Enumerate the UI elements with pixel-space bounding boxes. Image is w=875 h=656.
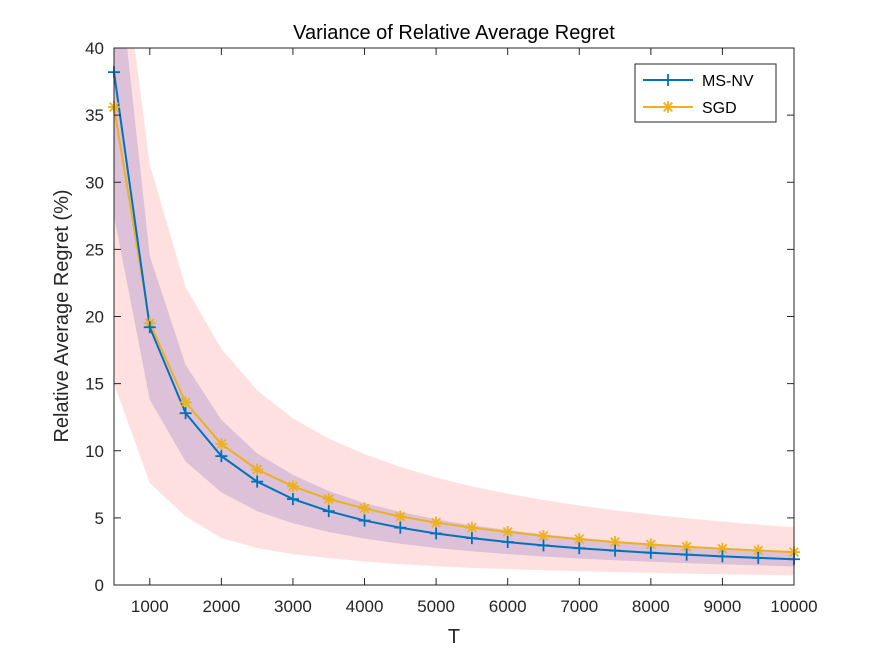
y-axis-label: Relative Average Regret (%) (51, 189, 73, 442)
x-tick-label: 9000 (704, 597, 742, 616)
point-ms-nv-1000 (143, 321, 156, 334)
point-sgd-2000 (215, 438, 228, 451)
y-tick-label: 0 (95, 576, 104, 595)
x-tick-label: 3000 (274, 597, 312, 616)
point-ms-nv-1500 (179, 407, 192, 420)
point-ms-nv-7000 (573, 542, 586, 555)
point-sgd-5000 (430, 516, 443, 529)
legend-entry-sgd: SGD (643, 100, 737, 117)
point-ms-nv-9500 (752, 551, 765, 564)
point-ms-nv-7500 (609, 544, 622, 557)
point-ms-nv-8500 (680, 548, 693, 561)
legend-label: MS-NV (702, 73, 754, 90)
x-tick-label: 5000 (417, 597, 455, 616)
legend-marker-ms-nv (662, 74, 674, 86)
point-ms-nv-8000 (644, 546, 657, 559)
legend-marker-sgd (662, 101, 674, 113)
y-tick-label: 10 (85, 442, 104, 461)
x-axis-label: T (448, 626, 460, 648)
point-ms-nv-5500 (465, 532, 478, 545)
y-tick-label: 35 (85, 106, 104, 125)
chart-title: Variance of Relative Average Regret (293, 22, 615, 44)
point-ms-nv-5000 (430, 527, 443, 540)
y-tick-label: 15 (85, 375, 104, 394)
point-ms-nv-4500 (394, 521, 407, 534)
band-sgd (114, 48, 794, 576)
x-tick-label: 1000 (131, 597, 169, 616)
point-ms-nv-3000 (286, 493, 299, 506)
point-sgd-8500 (680, 540, 693, 553)
point-sgd-5500 (465, 521, 478, 534)
point-ms-nv-9000 (716, 550, 729, 563)
point-sgd-1500 (179, 396, 192, 409)
point-sgd-4000 (358, 502, 371, 515)
y-tick-label: 5 (95, 509, 104, 528)
point-sgd-7000 (573, 533, 586, 546)
point-ms-nv-4000 (358, 514, 371, 527)
point-ms-nv-6500 (537, 539, 550, 552)
x-tick-label: 8000 (632, 597, 670, 616)
point-sgd-2500 (251, 463, 264, 476)
point-sgd-3000 (286, 480, 299, 493)
point-sgd-4500 (394, 510, 407, 523)
series-markers (108, 66, 800, 566)
point-ms-nv-2000 (215, 450, 228, 463)
legend-entry-ms-nv: MS-NV (643, 73, 754, 90)
x-tick-label: 10000 (770, 597, 817, 616)
y-tick-label: 20 (85, 308, 104, 327)
y-tick-label: 25 (85, 240, 104, 259)
legend-box (634, 63, 777, 123)
x-tick-label: 4000 (346, 597, 384, 616)
point-sgd-6000 (501, 525, 514, 538)
point-ms-nv-2500 (251, 475, 264, 488)
point-ms-nv-6000 (501, 536, 514, 549)
y-tick-label: 40 (85, 39, 104, 58)
x-tick-label: 2000 (202, 597, 240, 616)
y-axis-ticks: 0 5 10 15 20 25 30 35 40 (85, 39, 794, 595)
point-ms-nv-3500 (322, 505, 335, 518)
point-sgd-3500 (322, 493, 335, 506)
confidence-bands (114, 48, 794, 576)
legend: MS-NV SGD (634, 63, 777, 123)
x-axis-ticks: 1000 2000 3000 4000 5000 6000 7000 8000 9000 1000… (131, 48, 818, 616)
y-tick-label: 30 (85, 173, 104, 192)
legend-label: SGD (702, 100, 737, 117)
x-tick-label: 7000 (560, 597, 598, 616)
x-tick-label: 6000 (489, 597, 527, 616)
